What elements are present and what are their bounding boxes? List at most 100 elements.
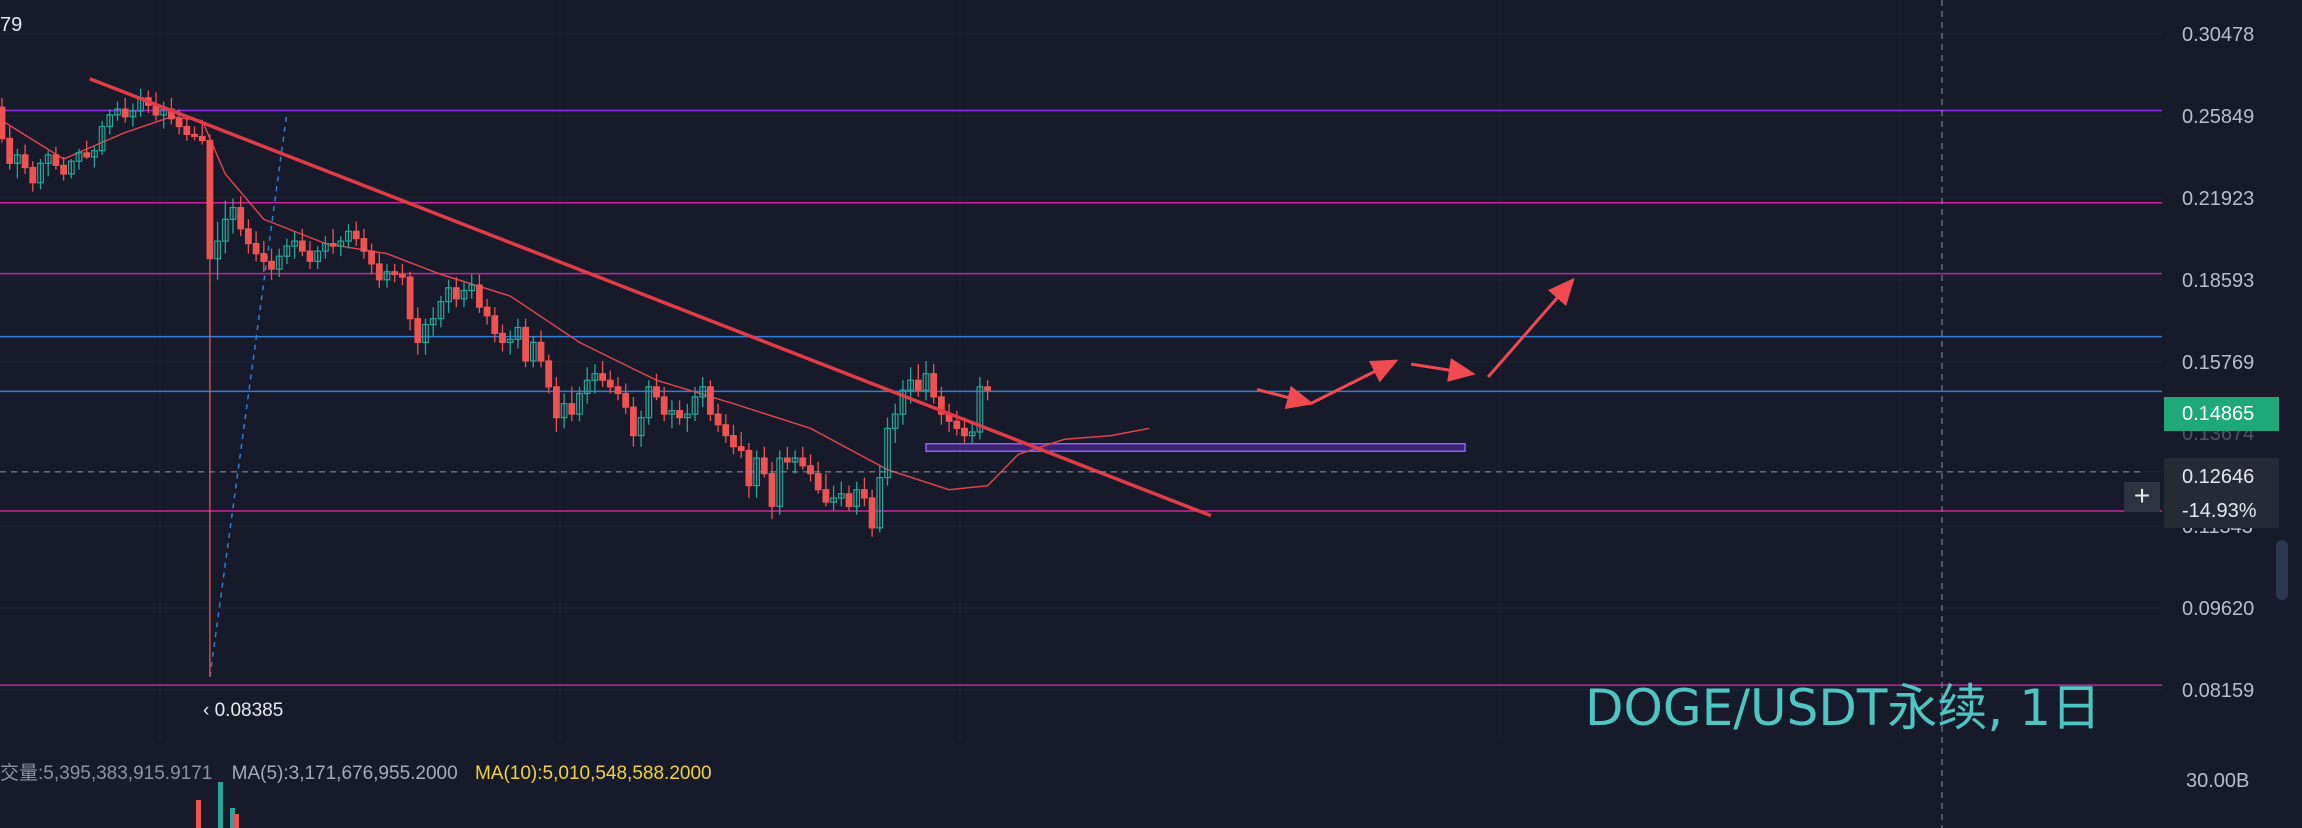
candle — [683, 403, 691, 432]
candle — [375, 253, 383, 288]
horizontal-levels[interactable] — [0, 109, 2162, 686]
candle-body — [499, 332, 506, 343]
candle-body — [391, 271, 399, 275]
candle — [337, 236, 345, 257]
pair-watermark: DOGE/USDT永续, 1日 — [1585, 679, 2102, 737]
candle — [776, 450, 784, 515]
price-axis[interactable]: 0.304780.258490.219230.185930.157690.113… — [2182, 24, 2254, 702]
candle-body — [937, 396, 945, 415]
candle — [653, 373, 660, 401]
candle-body — [799, 457, 807, 467]
candle — [968, 421, 976, 443]
volume-legend: 交量:5,395,383,915.9171 MA(5):3,171,676,95… — [0, 758, 712, 785]
candle-body — [175, 118, 183, 128]
candle-body — [876, 477, 884, 529]
candle — [6, 126, 14, 170]
candle — [221, 200, 229, 254]
candle — [437, 296, 445, 328]
candle — [137, 88, 145, 117]
price-axis-label: 0.09620 — [2182, 598, 2254, 620]
candle-body — [807, 465, 814, 475]
candle-body — [930, 373, 938, 398]
candle — [260, 241, 268, 272]
candle-body — [660, 396, 668, 415]
candle-body — [183, 125, 191, 136]
candle-body — [283, 245, 291, 257]
candle — [399, 263, 406, 286]
candle-body — [337, 240, 345, 247]
candle — [845, 485, 853, 511]
candle — [83, 140, 91, 160]
candle-body — [221, 218, 229, 242]
candle-body — [737, 446, 745, 452]
candle-body — [537, 341, 545, 362]
candle — [937, 386, 945, 425]
candle — [722, 414, 730, 443]
min-price-value: 0.08385 — [214, 700, 284, 721]
candle-body — [98, 125, 106, 152]
candle — [491, 307, 499, 343]
candle-body — [406, 276, 414, 320]
candle-body — [653, 386, 660, 398]
ma-line — [1, 116, 1150, 491]
add-alert-button[interactable]: + — [2124, 482, 2160, 512]
candle-body — [268, 260, 275, 270]
candle-body — [837, 493, 845, 499]
candle — [629, 396, 637, 447]
candle-body — [476, 284, 483, 308]
candle — [691, 386, 699, 422]
candle — [37, 159, 44, 190]
candle — [706, 380, 714, 422]
candle — [745, 442, 753, 498]
candle-body — [699, 386, 707, 398]
candle — [668, 400, 676, 429]
candle — [961, 417, 968, 443]
axis-scroll-handle[interactable] — [2276, 540, 2288, 600]
candle-body — [953, 420, 961, 429]
price-axis-label: 0.30478 — [2182, 24, 2254, 46]
projection-arrow — [1256, 385, 1314, 410]
candle-body — [275, 255, 283, 270]
candle-body — [791, 457, 799, 463]
candle-body — [206, 139, 214, 260]
candle-body — [760, 457, 768, 475]
candle — [291, 231, 298, 259]
candle — [422, 318, 429, 355]
candle-body — [730, 435, 737, 448]
support-zone[interactable] — [925, 442, 1466, 452]
candle — [229, 198, 237, 234]
candle — [452, 277, 460, 308]
candle — [237, 196, 245, 237]
candle-body — [214, 240, 222, 260]
candle-body — [768, 473, 776, 507]
candle-body — [568, 403, 576, 415]
candle-body — [968, 431, 976, 437]
candle — [860, 477, 868, 507]
support-zone-rect — [925, 442, 1466, 452]
fib-line[interactable] — [209, 112, 288, 677]
candle — [368, 243, 375, 275]
candle — [252, 231, 260, 262]
price-axis-label: 0.25849 — [2182, 106, 2254, 128]
candle — [783, 446, 791, 470]
candle-body — [914, 379, 922, 391]
projection-arrow — [1410, 358, 1476, 382]
candle — [537, 330, 545, 368]
candle — [799, 446, 807, 470]
candle — [75, 148, 83, 170]
candle-body — [329, 242, 337, 247]
candle — [506, 330, 514, 355]
candle-body — [468, 284, 476, 292]
projection-arrows[interactable] — [1256, 277, 1575, 410]
candle — [198, 122, 206, 145]
candle-body — [853, 489, 861, 507]
candle — [322, 236, 329, 259]
candle-body — [714, 413, 722, 426]
candle-body — [198, 135, 206, 142]
candle-body — [245, 228, 252, 245]
trendline[interactable] — [89, 77, 1212, 518]
top-left-price-fragment: 79 — [0, 14, 23, 36]
candle — [106, 109, 114, 135]
candle — [714, 403, 722, 432]
candle — [483, 298, 491, 325]
